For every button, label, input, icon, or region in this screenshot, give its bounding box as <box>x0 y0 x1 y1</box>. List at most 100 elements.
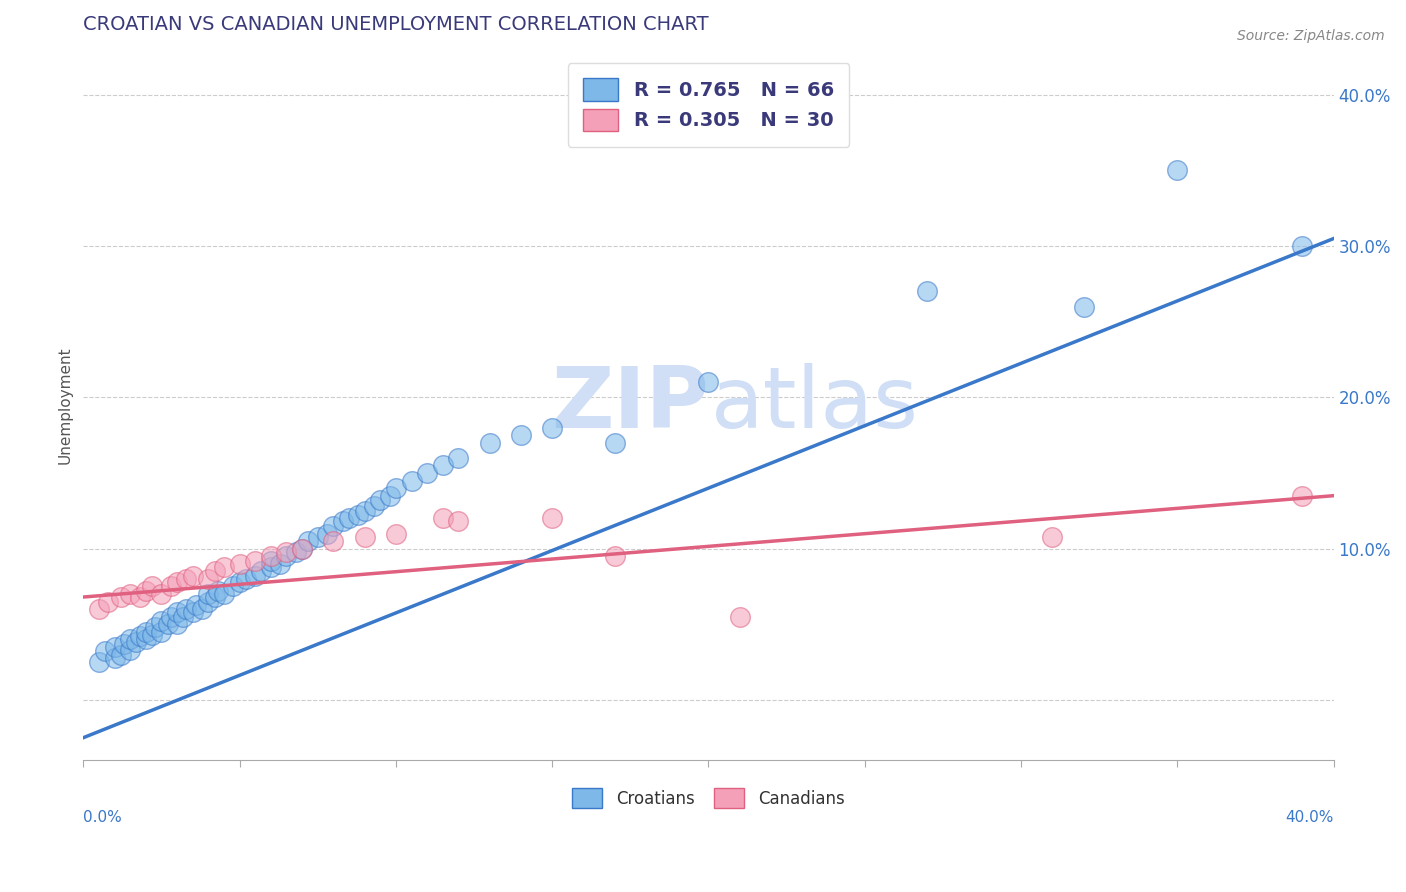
Point <box>385 481 408 495</box>
Point <box>269 557 291 571</box>
Legend: Croatians, Canadians: Croatians, Canadians <box>564 780 853 816</box>
Point <box>159 579 181 593</box>
Point <box>291 541 314 556</box>
Text: Source: ZipAtlas.com: Source: ZipAtlas.com <box>1237 29 1385 44</box>
Point <box>120 587 142 601</box>
Point <box>276 549 298 564</box>
Point <box>260 549 283 564</box>
Point <box>603 435 626 450</box>
Point <box>135 624 157 639</box>
Point <box>447 450 470 465</box>
Point <box>197 587 219 601</box>
Point <box>166 605 188 619</box>
Point <box>128 629 150 643</box>
Point <box>184 598 207 612</box>
Point <box>322 519 344 533</box>
Point <box>1291 489 1313 503</box>
Point <box>228 574 250 589</box>
Point <box>432 458 454 473</box>
Point <box>87 602 110 616</box>
Point <box>385 526 408 541</box>
Point <box>141 628 163 642</box>
Point <box>1073 300 1095 314</box>
Point <box>110 648 132 662</box>
Point <box>207 584 229 599</box>
Text: 0.0%: 0.0% <box>83 810 122 825</box>
Point <box>728 609 751 624</box>
Point <box>917 285 939 299</box>
Point <box>1040 529 1063 543</box>
Point <box>166 574 188 589</box>
Point <box>1166 163 1188 178</box>
Point <box>176 572 198 586</box>
Point <box>197 572 219 586</box>
Point <box>697 376 720 390</box>
Point <box>353 504 375 518</box>
Point <box>276 544 298 558</box>
Point <box>228 557 250 571</box>
Point <box>212 587 235 601</box>
Point <box>368 493 391 508</box>
Point <box>172 609 194 624</box>
Point <box>103 650 125 665</box>
Point <box>94 644 117 658</box>
Point <box>235 572 257 586</box>
Point <box>307 529 329 543</box>
Point <box>150 587 173 601</box>
Point <box>316 526 339 541</box>
Point <box>204 564 226 578</box>
Point <box>204 590 226 604</box>
Point <box>128 590 150 604</box>
Point <box>322 534 344 549</box>
Point <box>297 534 319 549</box>
Y-axis label: Unemployment: Unemployment <box>58 346 72 464</box>
Point <box>353 529 375 543</box>
Point <box>541 420 564 434</box>
Point <box>337 511 360 525</box>
Point <box>135 632 157 647</box>
Point <box>378 489 401 503</box>
Point <box>110 590 132 604</box>
Point <box>363 500 385 514</box>
Point <box>332 515 354 529</box>
Point <box>191 602 214 616</box>
Point <box>143 620 166 634</box>
Point <box>159 609 181 624</box>
Point <box>401 474 423 488</box>
Point <box>87 655 110 669</box>
Text: 40.0%: 40.0% <box>1285 810 1334 825</box>
Point <box>432 511 454 525</box>
Point <box>141 579 163 593</box>
Point <box>156 617 179 632</box>
Point <box>347 508 370 523</box>
Point <box>166 617 188 632</box>
Point <box>103 640 125 654</box>
Point <box>447 515 470 529</box>
Point <box>1291 239 1313 253</box>
Point <box>222 579 245 593</box>
Point <box>135 584 157 599</box>
Point <box>260 554 283 568</box>
Point <box>603 549 626 564</box>
Point <box>212 559 235 574</box>
Point <box>245 569 267 583</box>
Point <box>125 635 148 649</box>
Text: atlas: atlas <box>711 363 920 446</box>
Point <box>97 594 120 608</box>
Point <box>120 643 142 657</box>
Point <box>509 428 531 442</box>
Text: ZIP: ZIP <box>551 363 709 446</box>
Text: CROATIAN VS CANADIAN UNEMPLOYMENT CORRELATION CHART: CROATIAN VS CANADIAN UNEMPLOYMENT CORREL… <box>83 15 709 34</box>
Point <box>150 624 173 639</box>
Point <box>245 554 267 568</box>
Point <box>150 614 173 628</box>
Point <box>250 564 273 578</box>
Point <box>260 559 283 574</box>
Point <box>284 544 307 558</box>
Point <box>197 594 219 608</box>
Point <box>478 435 501 450</box>
Point <box>120 632 142 647</box>
Point <box>541 511 564 525</box>
Point <box>181 569 204 583</box>
Point <box>112 637 135 651</box>
